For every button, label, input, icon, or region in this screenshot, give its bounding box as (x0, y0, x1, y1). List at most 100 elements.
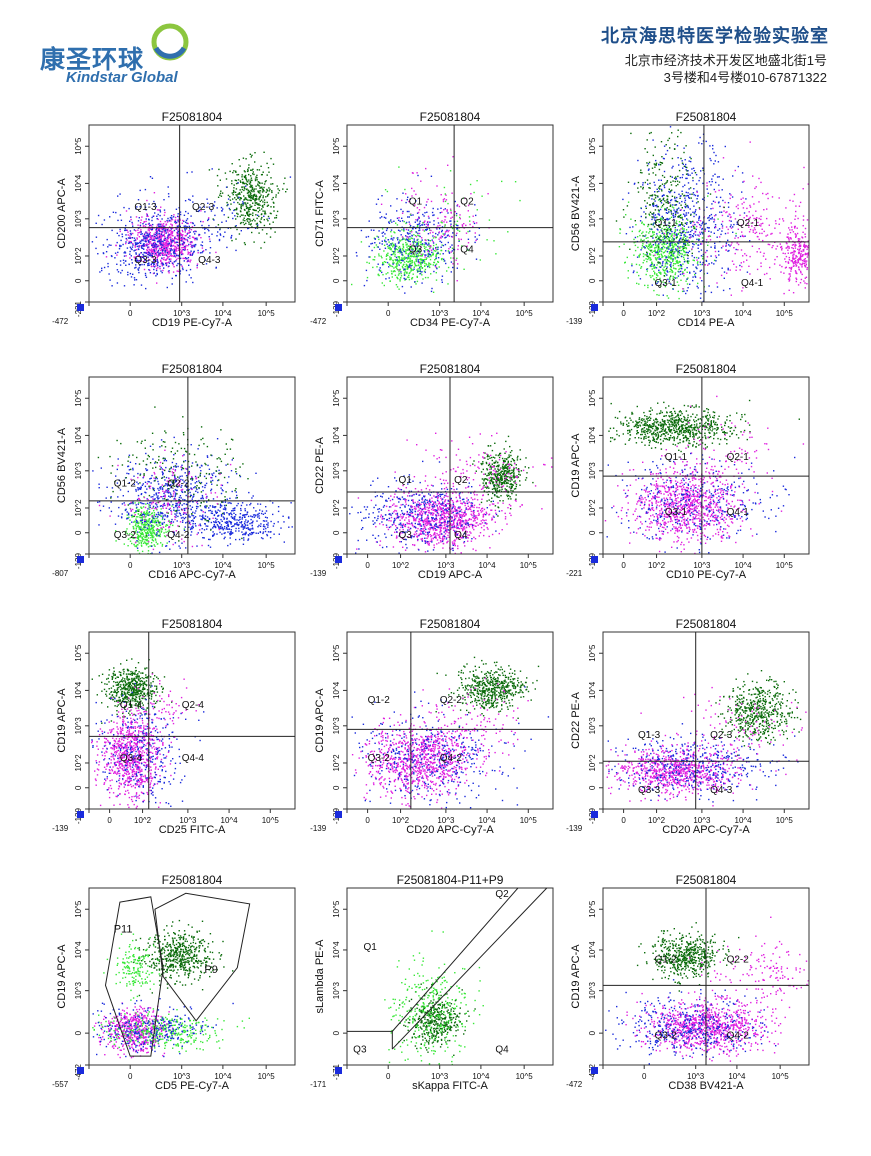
event-dot (406, 210, 409, 213)
event-dot (423, 206, 426, 209)
event-dot (243, 170, 246, 172)
event-dot (155, 275, 157, 277)
event-dot (662, 233, 665, 235)
event-dot (182, 257, 184, 260)
event-dot (388, 222, 391, 224)
event-dot (487, 193, 489, 195)
event-dot (677, 270, 679, 273)
event-dot (451, 216, 454, 218)
event-dot (416, 255, 418, 258)
event-dot (176, 235, 178, 237)
event-dot (658, 213, 660, 215)
event-dot (257, 224, 259, 226)
event-dot (423, 223, 426, 226)
event-dot (440, 235, 443, 237)
event-dot (719, 211, 721, 213)
event-dot (176, 244, 178, 246)
event-dot (447, 212, 449, 214)
event-dot (400, 275, 403, 277)
event-dot (635, 263, 638, 266)
event-dot (388, 247, 390, 249)
event-dot (669, 217, 671, 220)
event-dot (213, 204, 215, 207)
event-dot (796, 227, 798, 229)
event-dot (680, 279, 682, 281)
event-dot (778, 223, 780, 225)
event-dot (435, 236, 437, 239)
event-dot (686, 194, 689, 197)
event-dot (144, 244, 146, 246)
event-dot (178, 228, 180, 230)
event-dot (663, 232, 666, 235)
event-dot (114, 252, 117, 254)
event-dot (659, 238, 661, 241)
event-dot (765, 258, 767, 260)
event-dot (625, 233, 628, 235)
event-dot (247, 209, 250, 211)
event-dot (412, 248, 414, 251)
event-dot (658, 269, 660, 271)
event-dot (663, 225, 665, 227)
event-dot (798, 250, 800, 252)
event-dot (156, 235, 159, 237)
event-dot (425, 243, 427, 245)
event-dot (260, 218, 262, 220)
event-dot (406, 239, 408, 241)
event-dot (658, 243, 660, 245)
event-dot (391, 221, 393, 223)
event-dot (193, 237, 196, 240)
event-dot (136, 245, 138, 248)
event-dot (134, 239, 137, 241)
event-dot (166, 257, 168, 260)
event-dot (415, 248, 417, 250)
event-dot (650, 246, 652, 248)
event-dot (128, 240, 130, 243)
event-dot (686, 236, 688, 238)
event-dot (155, 251, 157, 253)
event-dot (698, 239, 700, 242)
event-dot (256, 202, 258, 204)
event-dot (675, 234, 677, 236)
event-dot (148, 518, 150, 521)
event-dot (796, 232, 799, 235)
event-dot (790, 270, 792, 272)
event-dot (407, 265, 409, 267)
event-dot (415, 244, 417, 247)
event-dot (429, 254, 431, 256)
event-dot (667, 237, 670, 239)
event-dot (424, 258, 426, 261)
event-dot (430, 246, 432, 248)
event-dot (264, 181, 266, 183)
event-dot (674, 226, 676, 229)
event-dot (708, 181, 711, 183)
event-dot (409, 225, 412, 227)
event-dot (153, 268, 155, 271)
event-dot (647, 223, 650, 226)
event-dot (218, 168, 220, 171)
event-dot (387, 254, 389, 257)
event-dot (161, 218, 163, 220)
event-dot (151, 536, 153, 538)
event-dot (369, 256, 371, 258)
event-dot (663, 243, 665, 245)
event-dot (223, 214, 225, 216)
event-dot (666, 229, 668, 231)
event-dot (142, 238, 144, 241)
event-dot (388, 221, 390, 223)
event-dot (396, 267, 398, 270)
event-dot (247, 199, 249, 201)
event-dot (692, 279, 694, 282)
event-dot (133, 250, 135, 252)
event-dot (192, 252, 194, 254)
event-dot (709, 145, 711, 147)
event-dot (167, 193, 170, 195)
event-dot (627, 270, 629, 272)
event-dot (136, 237, 138, 239)
event-dot (209, 240, 211, 243)
event-dot (161, 257, 163, 259)
event-dot (128, 263, 130, 266)
event-dot (392, 243, 395, 246)
event-dot (150, 513, 153, 515)
event-dot (398, 242, 400, 244)
event-dot (158, 229, 160, 231)
